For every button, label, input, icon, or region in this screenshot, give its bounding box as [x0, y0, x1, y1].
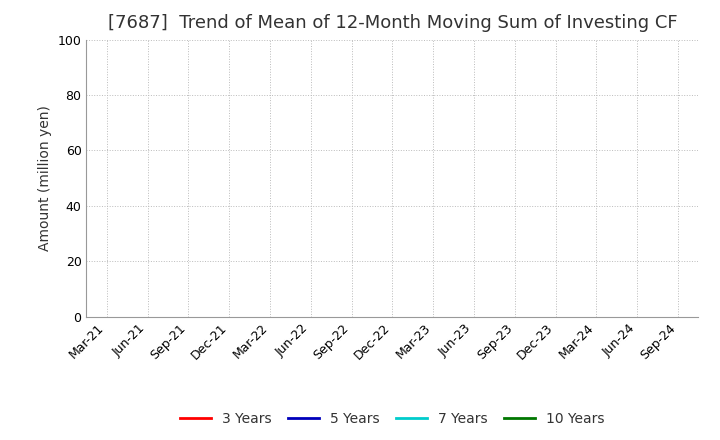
Legend: 3 Years, 5 Years, 7 Years, 10 Years: 3 Years, 5 Years, 7 Years, 10 Years: [181, 412, 604, 426]
Title: [7687]  Trend of Mean of 12-Month Moving Sum of Investing CF: [7687] Trend of Mean of 12-Month Moving …: [107, 15, 678, 33]
Y-axis label: Amount (million yen): Amount (million yen): [38, 105, 52, 251]
